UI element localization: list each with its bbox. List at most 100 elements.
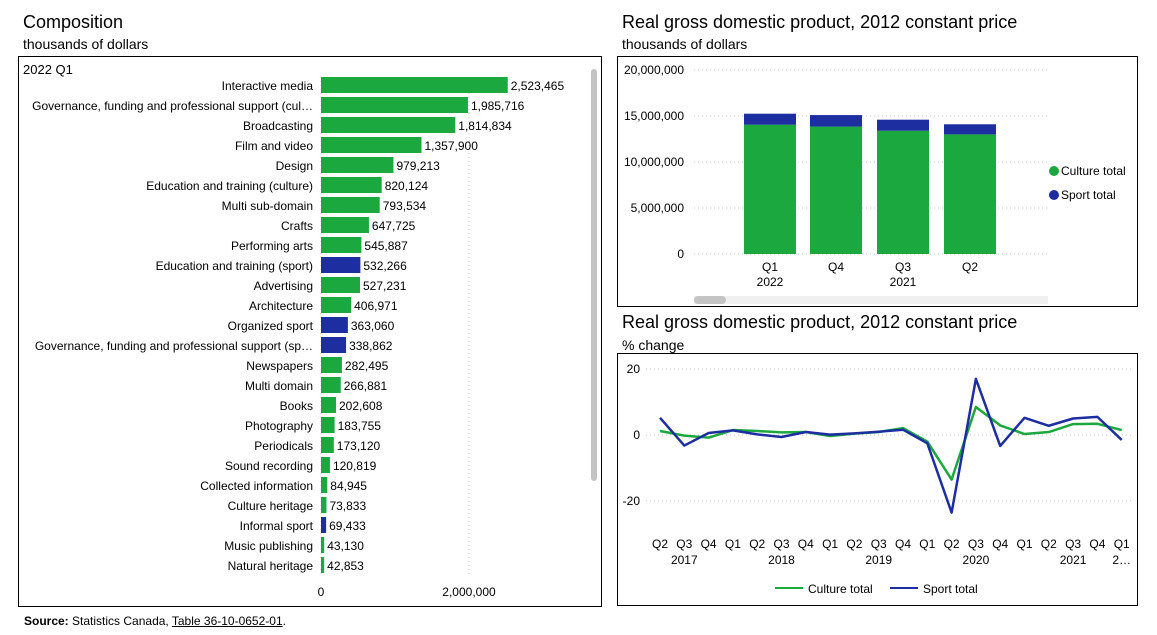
bar bbox=[321, 177, 382, 193]
bar-value-label: 406,971 bbox=[354, 299, 398, 313]
x-tick-label: Q3 bbox=[676, 537, 692, 551]
bar-value-label: 532,266 bbox=[363, 259, 407, 273]
bar bbox=[321, 357, 342, 373]
bar bbox=[321, 117, 456, 133]
category-label: Photography bbox=[245, 419, 313, 433]
x-tick-label: Q3 bbox=[968, 537, 984, 551]
bar bbox=[321, 337, 347, 353]
x-tick-label: Q2 bbox=[944, 537, 960, 551]
category-label: Books bbox=[280, 399, 313, 413]
composition-subtitle: thousands of dollars bbox=[23, 36, 149, 52]
source-end: . bbox=[282, 614, 286, 628]
series-line bbox=[659, 377, 1123, 514]
x-tick-label: Q2 bbox=[846, 537, 862, 551]
x-year-label: 2022 bbox=[757, 275, 784, 289]
category-label: Multi domain bbox=[245, 379, 313, 393]
x-tick-label: Q1 bbox=[1016, 537, 1032, 551]
bar-value-label: 173,120 bbox=[337, 439, 381, 453]
category-label: Periodicals bbox=[254, 439, 313, 453]
y-tick-label: 15,000,000 bbox=[624, 109, 684, 123]
bar-value-label: 1,357,900 bbox=[424, 139, 478, 153]
bar bbox=[321, 417, 335, 433]
bar bbox=[321, 537, 325, 553]
horizontal-scrollbar-thumb[interactable] bbox=[694, 296, 726, 304]
bar-value-label: 73,833 bbox=[329, 499, 366, 513]
stacked-bar-segment bbox=[810, 126, 862, 254]
bar bbox=[321, 157, 394, 173]
bar-value-label: 527,231 bbox=[363, 279, 407, 293]
y-tick-label: 0 bbox=[677, 247, 684, 261]
category-label: Performing arts bbox=[231, 239, 313, 253]
bar-value-label: 120,819 bbox=[333, 459, 377, 473]
source-table-link[interactable]: Table 36-10-0652-01 bbox=[171, 614, 283, 628]
vertical-scrollbar[interactable] bbox=[591, 69, 597, 481]
y-tick-label: 0 bbox=[633, 428, 640, 442]
stacked-bar-segment bbox=[944, 134, 996, 254]
category-label: Architecture bbox=[249, 299, 313, 313]
x-year-label: 2021 bbox=[1060, 553, 1087, 567]
x-tick-label: Q4 bbox=[895, 537, 911, 551]
category-label: Interactive media bbox=[222, 79, 314, 93]
category-label: Film and video bbox=[235, 139, 313, 153]
bar-value-label: 183,755 bbox=[338, 419, 382, 433]
bar-value-label: 1,814,834 bbox=[458, 119, 512, 133]
gdp-level-subtitle: thousands of dollars bbox=[622, 36, 748, 52]
x-tick-label: Q2 bbox=[652, 537, 668, 551]
bar-value-label: 820,124 bbox=[385, 179, 429, 193]
category-label: Crafts bbox=[281, 219, 313, 233]
category-label: Multi sub-domain bbox=[222, 199, 313, 213]
x-year-label: 2021 bbox=[890, 275, 917, 289]
gdp-level-stacked-bar-chart: 0 5,000,000 10,000,000 15,000,000 20,000,000… bbox=[624, 63, 1126, 304]
x-year-label: 2019 bbox=[865, 553, 892, 567]
category-label: Culture heritage bbox=[228, 499, 314, 513]
x-tick-label: Q3 bbox=[895, 260, 911, 274]
bar bbox=[321, 197, 380, 213]
y-tick-label: 5,000,000 bbox=[631, 201, 685, 215]
bar-value-label: 1,985,716 bbox=[471, 99, 525, 113]
gdp-change-title: Real gross domestic product, 2012 consta… bbox=[622, 312, 1018, 332]
x-tick-label: Q4 bbox=[828, 260, 844, 274]
bar bbox=[321, 137, 422, 153]
horizontal-scrollbar-track[interactable] bbox=[694, 296, 1048, 304]
x-tick-label: Q1 bbox=[1114, 537, 1130, 551]
bar-value-label: 266,881 bbox=[344, 379, 388, 393]
x-tick-label: 2,000,000 bbox=[442, 585, 496, 599]
legend-label: Sport total bbox=[1061, 188, 1116, 202]
bar-value-label: 69,433 bbox=[329, 519, 366, 533]
bar-value-label: 43,130 bbox=[327, 539, 364, 553]
x-tick-label: Q1 bbox=[762, 260, 778, 274]
x-tick-label: Q4 bbox=[1089, 537, 1105, 551]
category-label: Newspapers bbox=[246, 359, 313, 373]
bar bbox=[321, 437, 334, 453]
category-label: Natural heritage bbox=[228, 559, 314, 573]
bar-value-label: 282,495 bbox=[345, 359, 389, 373]
bar-value-label: 363,060 bbox=[351, 319, 395, 333]
x-tick-label: Q2 bbox=[962, 260, 978, 274]
gdp-level-title: Real gross domestic product, 2012 consta… bbox=[622, 12, 1018, 32]
bar-value-label: 84,945 bbox=[330, 479, 367, 493]
category-label: Sound recording bbox=[225, 459, 313, 473]
legend-label: Culture total bbox=[808, 582, 873, 596]
x-year-label: 2… bbox=[1112, 553, 1131, 567]
composition-bar-chart: 2022 Q1 0 2,000,000 Interactive media 2,52… bbox=[23, 62, 597, 599]
x-tick-label: Q4 bbox=[992, 537, 1008, 551]
gdp-change-chart-panel: -20 0 20 Q2 Q3 2017 Q4 Q1 Q2 Q3 2018 Q4 Q1 Q2 Q3 2019 Q4… bbox=[617, 353, 1138, 606]
bar bbox=[321, 217, 369, 233]
bar-value-label: 202,608 bbox=[339, 399, 383, 413]
bar-value-label: 979,213 bbox=[396, 159, 440, 173]
category-label: Design bbox=[276, 159, 313, 173]
x-tick-label: Q3 bbox=[773, 537, 789, 551]
bar-value-label: 338,862 bbox=[349, 339, 393, 353]
bar bbox=[321, 77, 508, 93]
bar-value-label: 545,887 bbox=[364, 239, 408, 253]
legend-label: Sport total bbox=[923, 582, 978, 596]
x-tick-label: Q4 bbox=[798, 537, 814, 551]
bar bbox=[321, 257, 361, 273]
x-tick-label: Q3 bbox=[1065, 537, 1081, 551]
stacked-bar-segment bbox=[744, 124, 796, 255]
category-label: Governance, funding and professional sup… bbox=[35, 339, 313, 353]
x-year-label: 2018 bbox=[768, 553, 795, 567]
legend-marker bbox=[1049, 190, 1059, 200]
category-label: Education and training (culture) bbox=[146, 179, 313, 193]
